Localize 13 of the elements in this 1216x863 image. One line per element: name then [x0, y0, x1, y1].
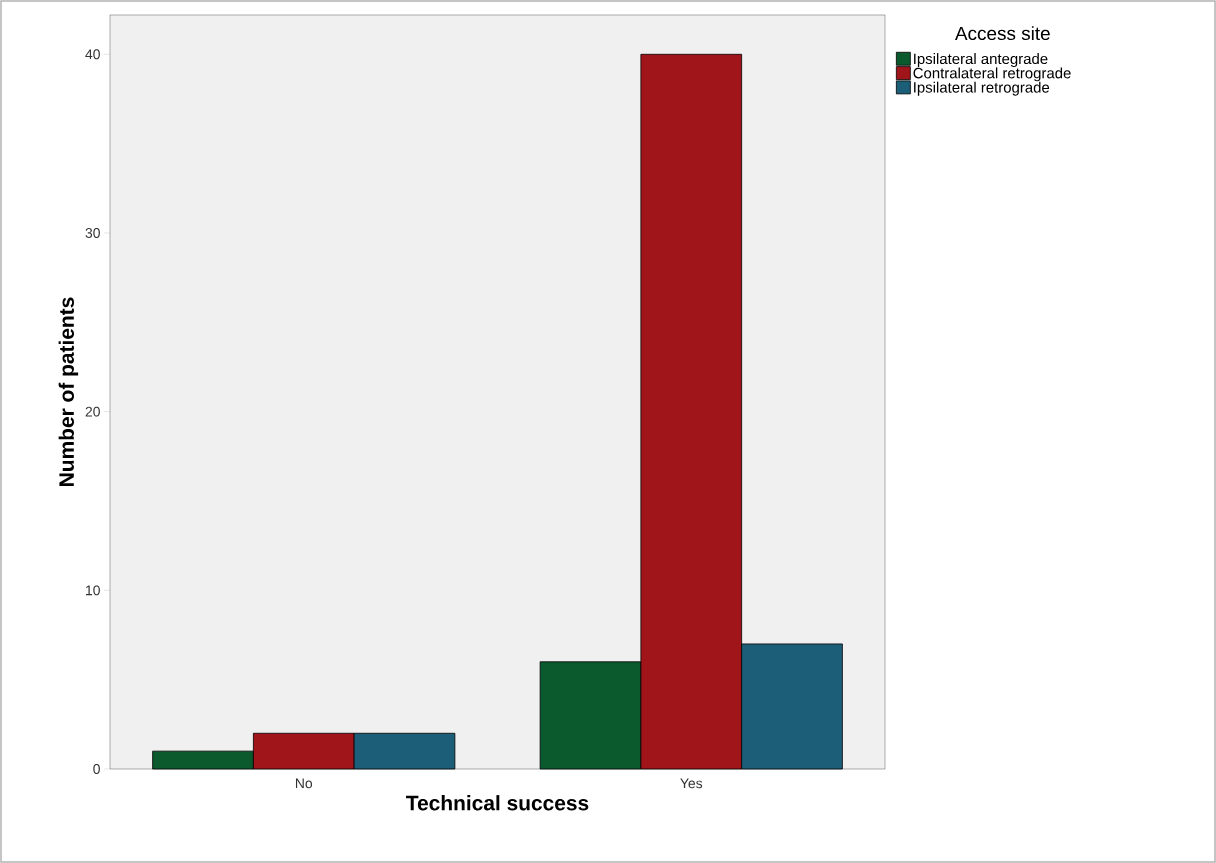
- y-tick-label: 20: [85, 406, 100, 417]
- y-tick-label: 30: [85, 228, 100, 238]
- legend-label: Ipsilateral antegrade: [914, 53, 1048, 68]
- x-tick-label: Yes: [680, 778, 703, 789]
- legend-label: Contralateral retrograde: [913, 67, 1071, 82]
- legend-label: Ipsilateral retrograde: [914, 81, 1050, 96]
- y-tick-label: 0: [93, 764, 100, 774]
- x-tick-label: No: [295, 778, 313, 789]
- y-tick-label: 10: [86, 585, 100, 596]
- x-axis-title: Technical success: [406, 795, 589, 811]
- y-tick-label: 40: [85, 49, 100, 60]
- y-axis-title: Number of patients: [58, 297, 79, 486]
- legend-title: Access site: [954, 26, 1050, 41]
